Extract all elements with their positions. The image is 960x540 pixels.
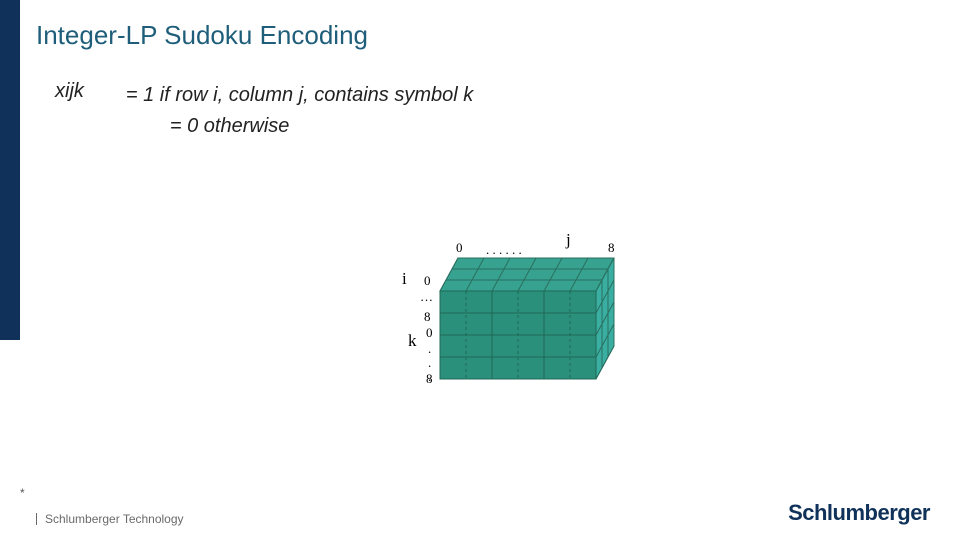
logo: Schlumberger	[788, 500, 930, 526]
footer-divider	[36, 513, 37, 525]
slide: Integer-LP Sudoku Encoding xijk = 1 if r…	[0, 0, 960, 540]
axis-i-tick-0: 0	[424, 273, 431, 289]
definition-block: xijk = 1 if row i, column j, contains sy…	[55, 80, 473, 142]
axis-j-tick-dots: . . . . . .	[486, 242, 522, 258]
side-accent	[0, 0, 20, 340]
axis-i-tick-dots: …	[420, 289, 433, 305]
page-title: Integer-LP Sudoku Encoding	[36, 20, 368, 51]
axis-k-tick-0: 0	[426, 325, 433, 341]
axis-i-tick-8: 8	[424, 309, 431, 325]
axis-k-label: k	[408, 331, 417, 351]
footer: Schlumberger Technology	[36, 512, 184, 526]
footer-text: Schlumberger Technology	[45, 512, 184, 526]
axis-j-tick-0: 0	[456, 240, 463, 256]
axis-j-label: j	[566, 230, 571, 250]
axis-i-label: i	[402, 269, 407, 289]
axis-j-tick-8: 8	[608, 240, 615, 256]
definition-line1: = 1 if row i, column j, contains symbol …	[126, 80, 473, 111]
axis-k-tick-4: 8	[426, 371, 433, 387]
definition-text: = 1 if row i, column j, contains symbol …	[126, 80, 473, 142]
footnote-star: *	[20, 486, 25, 500]
definition-line2: = 0 otherwise	[126, 111, 473, 142]
cube-diagram: j i k 0 . . . . . . 8 0 … 8 0 . . . 8	[390, 198, 670, 458]
variable-name: xijk	[55, 80, 84, 103]
